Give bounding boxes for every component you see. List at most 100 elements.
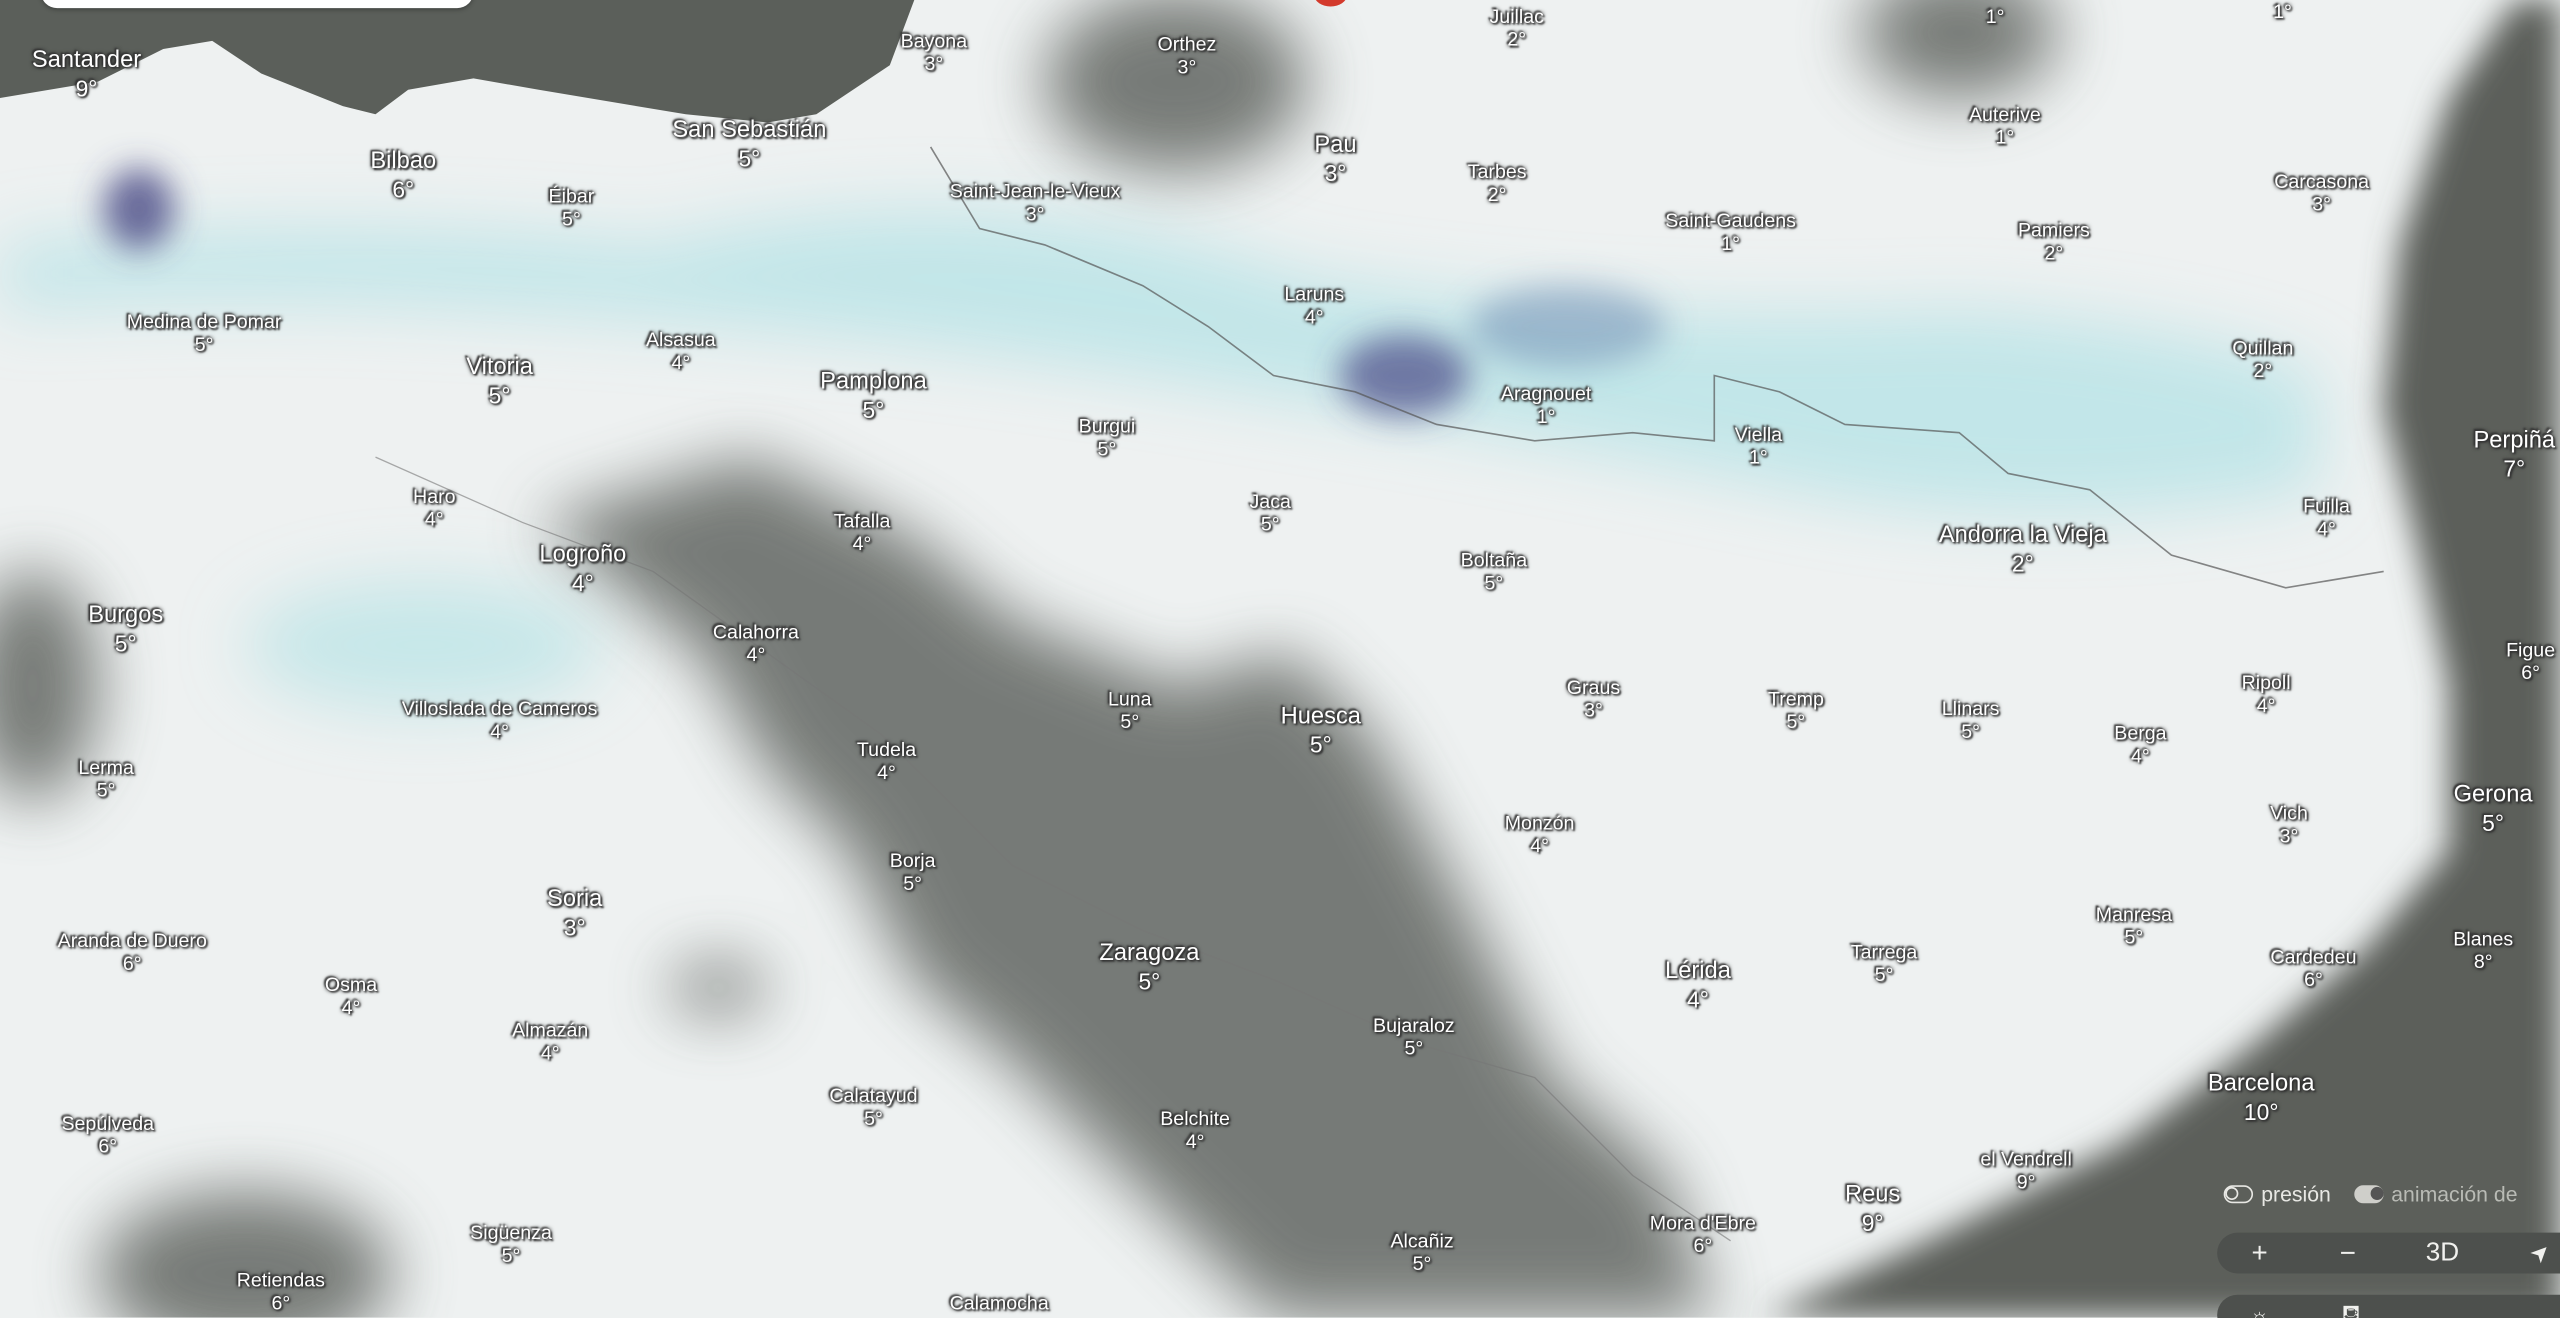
mediterranean-sea <box>1763 0 2560 1318</box>
city-label[interactable]: Belchite 4° <box>1160 1107 1230 1154</box>
city-name: Lérida <box>1665 958 1731 985</box>
city-label[interactable]: Burgos 5° <box>88 602 163 655</box>
animation-toggle[interactable]: animación de <box>2353 1182 2517 1207</box>
city-label[interactable]: Calahorra 4° <box>713 621 799 667</box>
city-label[interactable]: Juillac 2° <box>1489 5 1543 52</box>
city-label[interactable]: Tarbes 2° <box>1468 160 1527 207</box>
city-label[interactable]: Lerma 5° <box>78 756 134 803</box>
city-name: Llinars <box>1941 697 2000 720</box>
city-label[interactable]: Villoslada de Cameros 4° <box>402 697 598 744</box>
city-label[interactable]: Berga 4° <box>2114 722 2166 768</box>
city-label[interactable]: Tafalla 4° <box>834 510 891 556</box>
city-label[interactable]: Retiendas 6° <box>237 1269 325 1315</box>
city-label[interactable]: Huesca 5° <box>1281 704 1361 757</box>
zoom-in-button[interactable]: + <box>2251 1236 2268 1268</box>
pressure-toggle[interactable]: presión <box>2223 1182 2331 1207</box>
city-label[interactable]: Pau 3° <box>1314 132 1356 185</box>
city-temperature: 5° <box>562 207 581 230</box>
city-label[interactable]: Bujaraloz 5° <box>1373 1014 1455 1061</box>
city-label[interactable]: San Sebastián 5° <box>672 118 826 171</box>
city-name: Sepúlveda <box>61 1111 155 1135</box>
city-label[interactable]: Osma 4° <box>325 973 377 1020</box>
city-label[interactable]: Fuilla 4° <box>2303 495 2350 541</box>
city-name: Mora d'Ebre <box>1649 1211 1756 1235</box>
city-label[interactable]: Logroño 4° <box>539 542 626 595</box>
city-label[interactable]: Blanes 8° <box>2453 927 2514 974</box>
city-label[interactable]: 1° <box>1986 5 2005 30</box>
city-label[interactable]: Luna 5° <box>1108 688 1152 734</box>
city-name: Saint-Jean-le-Vieux <box>949 179 1121 203</box>
city-label[interactable]: Perpiñá 7° <box>2473 428 2555 481</box>
city-label[interactable]: Figue 6° <box>2506 639 2555 685</box>
city-label[interactable]: Medina de Pomar 5° <box>127 311 282 357</box>
city-label[interactable]: Quillan 2° <box>2232 337 2293 383</box>
city-label[interactable]: Aragnouet 1° <box>1501 382 1591 429</box>
city-label[interactable]: Graus 3° <box>1567 676 1620 723</box>
city-label[interactable]: Manresa 5° <box>2096 903 2172 949</box>
city-temperature: 10° <box>2243 1098 2279 1125</box>
city-label[interactable]: Zaragoza 5° <box>1099 940 1199 993</box>
city-label[interactable]: Saint-Jean-le-Vieux 3° <box>949 179 1121 226</box>
city-label[interactable]: Aranda de Duero 6° <box>58 929 207 976</box>
city-label[interactable]: Viella 1° <box>1735 423 1783 469</box>
city-label[interactable]: Jaca 5° <box>1249 489 1291 536</box>
city-temperature: 1° <box>1536 404 1556 428</box>
city-label[interactable]: Andorra la Vieja 2° <box>1939 522 2107 575</box>
city-label[interactable]: Auterive 1° <box>1969 103 2041 149</box>
city-label[interactable]: Reus 9° <box>1845 1182 1900 1235</box>
city-label[interactable]: Sepúlveda 6° <box>61 1111 155 1158</box>
city-name: Jaca <box>1249 489 1291 513</box>
city-label[interactable]: Orthez 3° <box>1158 33 1217 79</box>
city-label[interactable]: Lérida 4° <box>1665 958 1731 1011</box>
city-label[interactable]: Santander 9° <box>32 47 141 100</box>
city-temperature: 6° <box>122 951 142 975</box>
city-label[interactable]: Mora d'Ebre 6° <box>1649 1211 1756 1258</box>
city-label[interactable]: Laruns 4° <box>1284 283 1344 329</box>
city-label[interactable]: el Vendrell 9° <box>1980 1147 2072 1194</box>
city-temperature: 5° <box>862 396 885 423</box>
city-label[interactable]: Tarrega 5° <box>1851 941 1917 987</box>
city-label[interactable]: Calamocha <box>950 1292 1049 1316</box>
city-label[interactable]: Bayona 3° <box>901 30 967 76</box>
city-label[interactable]: Llinars 5° <box>1941 697 2000 744</box>
city-label[interactable]: Boltaña 5° <box>1461 549 1527 595</box>
city-label[interactable]: Cardedeu 6° <box>2270 946 2356 992</box>
city-label[interactable]: Calatayud 5° <box>829 1084 917 1131</box>
city-temperature: 2° <box>2253 358 2273 382</box>
location-pin-icon[interactable] <box>1314 0 1347 7</box>
city-name: el Vendrell <box>1980 1147 2072 1171</box>
city-label[interactable]: Vitoria 5° <box>466 354 533 407</box>
city-label[interactable]: Almazán 4° <box>512 1019 588 1065</box>
zoom-out-button[interactable]: − <box>2339 1236 2356 1268</box>
3d-button[interactable]: 3D <box>2425 1238 2460 1267</box>
city-temperature: 9° <box>75 74 98 101</box>
city-label[interactable]: Soria 3° <box>547 887 602 940</box>
city-name: Blanes <box>2453 927 2514 951</box>
city-label[interactable]: Borja 5° <box>890 849 936 896</box>
city-label[interactable]: Gerona 5° <box>2454 782 2533 835</box>
city-label[interactable]: Pamplona 5° <box>820 369 927 422</box>
city-label[interactable]: Alsasua 4° <box>646 328 716 375</box>
city-label[interactable]: 1° <box>2273 0 2292 25</box>
city-label[interactable]: Haro 4° <box>413 485 455 532</box>
city-label[interactable]: Éibar 5° <box>549 185 595 231</box>
sun-icon[interactable]: ☼ <box>2249 1302 2271 1318</box>
city-label[interactable]: Sigüenza 5° <box>470 1222 552 1268</box>
bay-of-biscay <box>0 0 915 123</box>
city-label[interactable]: Tudela 4° <box>857 738 916 785</box>
city-label[interactable]: Tremp 5° <box>1768 688 1824 734</box>
city-label[interactable]: Saint-Gaudens 1° <box>1665 209 1796 256</box>
city-label[interactable]: Barcelona 10° <box>2208 1071 2315 1124</box>
city-label[interactable]: Burgui 5° <box>1079 415 1136 461</box>
city-label[interactable]: Bilbao 6° <box>370 149 436 202</box>
city-label[interactable]: Alcañiz 5° <box>1390 1230 1453 1276</box>
paint-bucket-icon[interactable]: ⛾ <box>2341 1299 2361 1318</box>
city-label[interactable]: Pamiers 2° <box>2018 219 2090 265</box>
city-label[interactable]: Ripoll 4° <box>2242 671 2291 718</box>
city-label[interactable]: Carcasona 3° <box>2274 170 2369 216</box>
search-box[interactable] <box>40 0 474 9</box>
city-label[interactable]: Monzón 4° <box>1505 812 1575 858</box>
city-label[interactable]: Vich 3° <box>2270 802 2308 848</box>
